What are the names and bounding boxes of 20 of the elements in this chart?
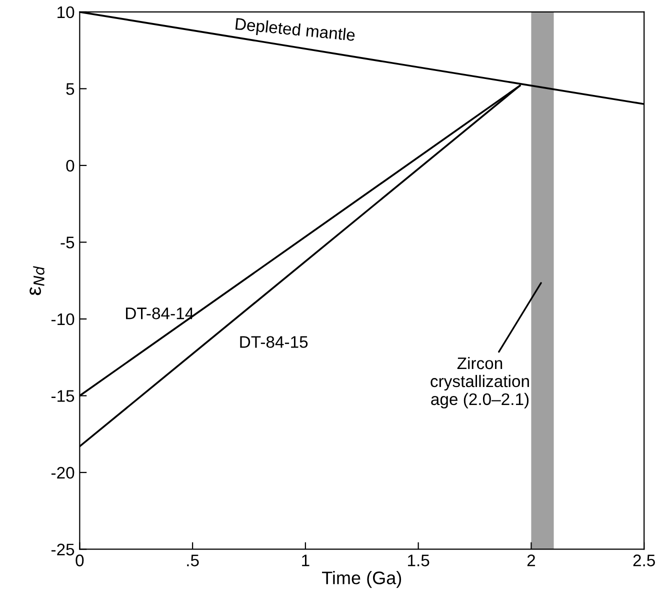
- series-label: DT-84-14: [126, 308, 194, 320]
- y-tick-label: -10: [51, 313, 74, 326]
- y-tick-label: -25: [51, 544, 74, 556]
- text: Depleted mantle: [235, 17, 356, 44]
- y-tick-label: 5: [66, 83, 74, 95]
- band-label: Zircon crystallization age (2.0–2.1): [430, 356, 529, 408]
- x-tick-label: .5: [187, 554, 199, 566]
- y-tick-label: -5: [60, 236, 74, 248]
- x-tick-label: 2.5: [633, 554, 655, 566]
- y-tick-label: 0: [66, 160, 74, 172]
- x-tick-label: 1.5: [408, 554, 430, 566]
- series-label: DT-84-15: [240, 336, 308, 348]
- y-tick-label: -15: [51, 390, 74, 402]
- x-tick-label: 0: [76, 554, 84, 566]
- x-axis-title: Time (Ga): [322, 571, 402, 588]
- y-axis-title: ε$_{Nd}$: [30, 266, 44, 296]
- y-tick-label: 10: [58, 6, 74, 18]
- x-tick-label: 2: [527, 554, 535, 566]
- y-tick-label: -20: [51, 466, 74, 479]
- x-tick-label: 1: [302, 554, 310, 566]
